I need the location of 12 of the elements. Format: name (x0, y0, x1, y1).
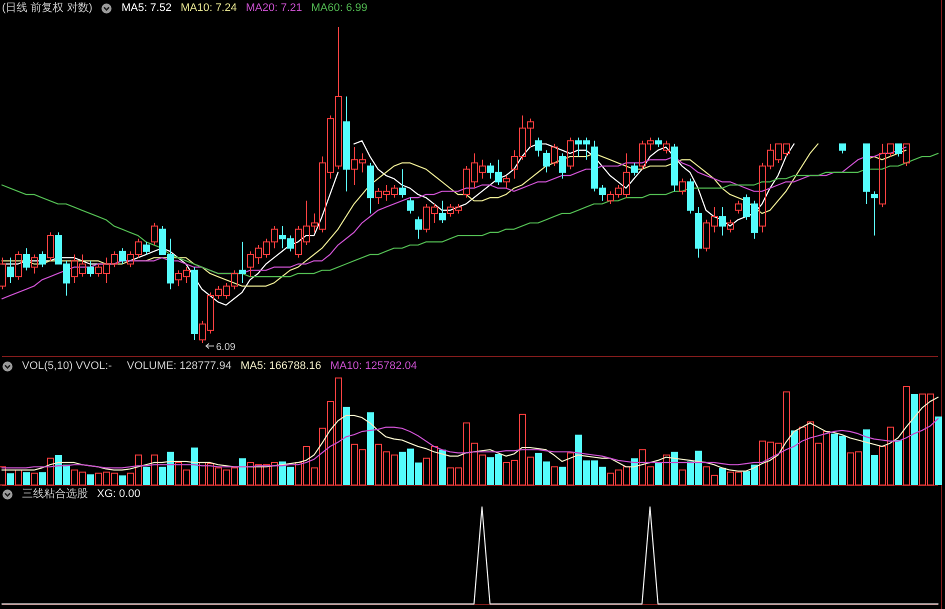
annotation: 6.09 (216, 342, 236, 353)
text: XG: 0.00 (97, 488, 140, 501)
text: MA60: 6.99 (311, 2, 368, 15)
text: MA10: 7.24 (180, 2, 237, 15)
chart-title: 三线粘合选股 (22, 488, 88, 501)
chart-title: VOL(5,10) VVOL:- (22, 360, 112, 373)
text: MA5: 166788.16 (240, 360, 322, 373)
chart-subtitle: VOLUME: 128777.94 (126, 360, 232, 373)
text: MA20: 7.21 (246, 2, 302, 15)
text: MA10: 125782.04 (330, 360, 418, 373)
text: MA5: 7.52 (121, 2, 172, 15)
chart-title: (日线 前复权 对数) (2, 2, 92, 15)
